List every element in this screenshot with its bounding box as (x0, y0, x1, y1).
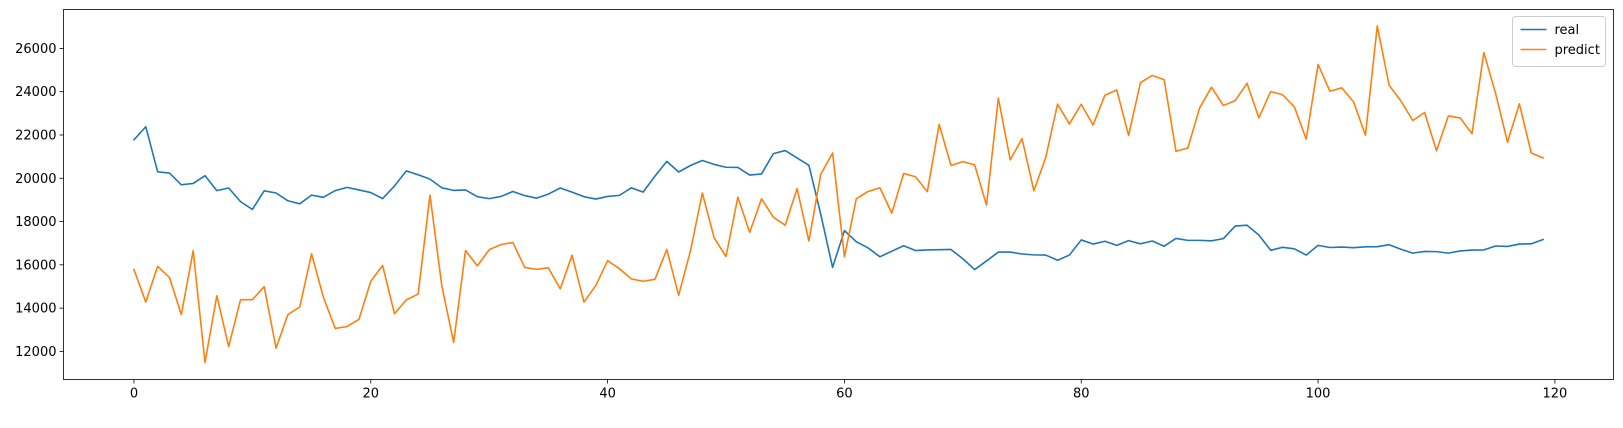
y-tick-label: 16000 (15, 258, 56, 273)
x-tick-label: 0 (130, 387, 138, 402)
x-tick-label: 20 (363, 387, 380, 402)
x-tick-label: 80 (1073, 387, 1090, 402)
legend-label-predict: predict (1555, 43, 1600, 58)
x-tick-label: 40 (599, 387, 616, 402)
axes-frame (63, 9, 1614, 380)
plot-area (63, 9, 1614, 380)
x-tick-label: 120 (1542, 387, 1567, 402)
y-tick-label: 18000 (15, 215, 56, 230)
y-tick-label: 20000 (15, 172, 56, 187)
x-tick-label: 60 (836, 387, 853, 402)
y-tick-label: 24000 (15, 85, 56, 100)
y-tick-label: 26000 (15, 42, 56, 57)
y-tick-label: 22000 (15, 128, 56, 143)
series-group (132, 25, 1545, 364)
series-line-real (132, 125, 1545, 271)
axes-group: 0 20 40 60 80 100 120 12000 14000 16000 18000 20000… (15, 42, 1567, 402)
legend-label-real: real (1555, 23, 1580, 38)
legend: real predict (1512, 16, 1606, 67)
y-tick-label: 14000 (15, 302, 56, 317)
x-tick-label: 100 (1306, 387, 1331, 402)
series-line-predict (132, 25, 1545, 364)
y-tick-label: 12000 (15, 345, 56, 360)
